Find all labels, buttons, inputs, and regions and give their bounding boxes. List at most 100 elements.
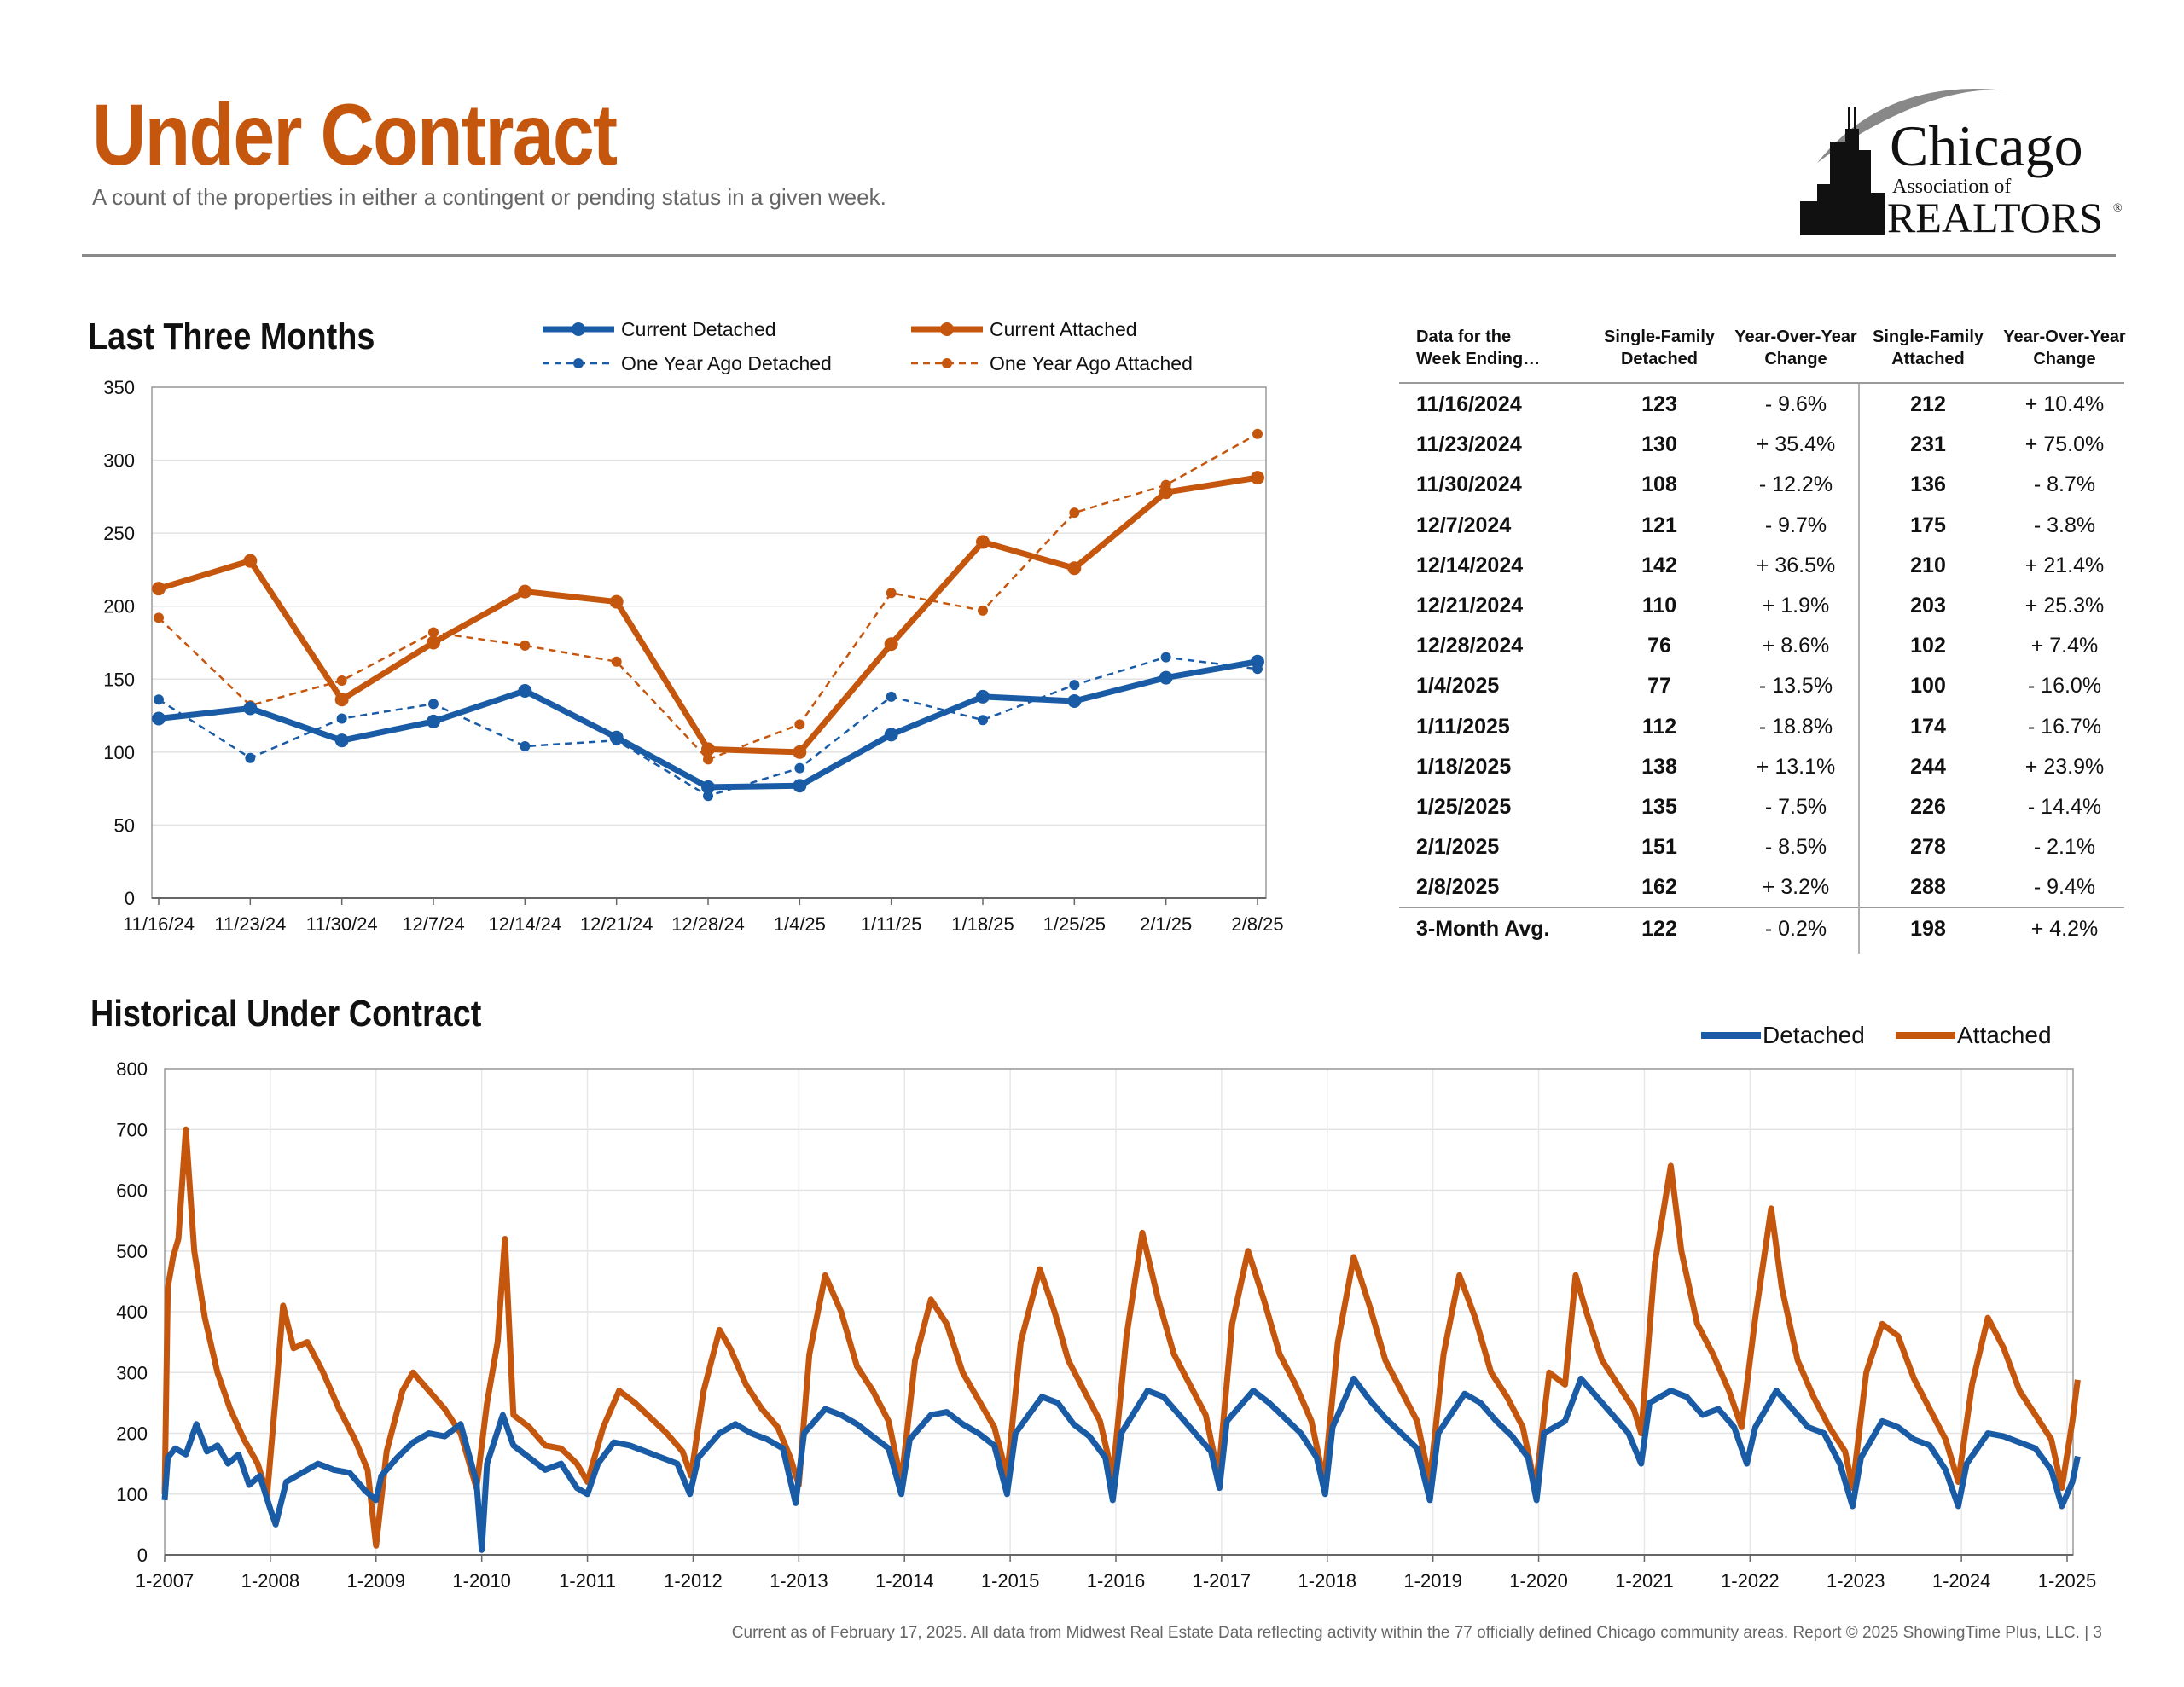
cell-detached-yoy: + 35.4% [1756,432,1836,457]
data-point [1160,652,1171,663]
cell-detached-yoy: + 36.5% [1756,553,1836,577]
data-point [243,701,258,716]
cell-attached-yoy: - 16.0% [2027,674,2102,699]
logo-word-association: Association of [1892,176,2011,198]
footer-note: Current as of February 17, 2025. All dat… [731,1624,2102,1642]
cell-attached: 288 [1910,875,1946,900]
data-point [520,640,531,651]
y-tick-label: 400 [116,1301,148,1323]
cell-detached: 76 [1647,634,1671,658]
data-point [518,683,532,698]
legend-label: Current Detached [621,318,776,340]
table-row: 11/16/2024 123 - 9.6% 212 + 10.4% [1399,384,2124,424]
data-point [701,780,715,794]
data-point [978,605,988,616]
x-tick-label: 1/18/25 [951,913,1014,935]
x-tick-label: 12/28/24 [671,913,745,935]
cell-attached-yoy: - 14.4% [2027,794,2102,819]
cell-detached-yoy: - 9.6% [1764,392,1827,416]
legend-marker [572,322,585,336]
y-tick-label: 300 [116,1362,148,1383]
data-point [1069,680,1080,691]
logo-arc [1817,89,2005,163]
y-tick-label: 700 [116,1119,148,1140]
data-point [1251,471,1264,485]
cell-week: 2/1/2025 [1416,835,1500,860]
data-point [703,754,713,765]
x-tick-label: 1-2016 [1087,1570,1146,1591]
cell-attached: 102 [1910,634,1946,658]
x-tick-label: 12/7/24 [402,913,464,935]
cell-detached-yoy: + 13.1% [1756,754,1836,779]
cell-week: 11/23/2024 [1416,432,1522,457]
chicago-realtors-logo: Chicago Association of REALTORS ® [1800,89,2123,241]
y-tick-label: 800 [116,1058,148,1080]
series-line-detached [161,1375,2081,1553]
cell-week: 12/7/2024 [1416,513,1512,537]
legend-label: One Year Ago Detached [621,352,832,374]
logo-registered-mark: ® [2113,202,2123,215]
cell-detached: 151 [1641,835,1677,860]
series-line-current-detached [158,658,1258,791]
legend-label: One Year Ago Attached [990,352,1193,374]
data-point [609,594,624,609]
cell-week: 1/11/2025 [1416,714,1510,739]
x-tick-label: 12/21/24 [580,913,653,935]
cell-attached-yoy: - 2.1% [2033,835,2096,860]
cell-attached-yoy: + 23.9% [2024,754,2105,779]
cell-detached: 135 [1641,794,1677,819]
x-tick-label: 2/1/25 [1140,913,1192,935]
cell-week: 11/16/2024 [1416,392,1522,416]
cell-detached: 142 [1641,553,1677,577]
table-body: 11/16/2024 123- 9.6% 212 + 10.4% 11/23/2024 1… [1399,384,2124,907]
cell-attached-yoy: + 25.3% [2024,593,2105,617]
cell-detached-yoy: + 3.2% [1762,875,1830,900]
page-subtitle: A count of the properties in either a co… [92,184,886,210]
avg-detached-yoy: - 0.2% [1764,917,1827,942]
data-point [701,742,715,757]
cell-detached: 121 [1641,513,1677,537]
x-tick-label: 1-2007 [136,1570,195,1591]
y-tick-label: 500 [116,1241,148,1262]
data-point [152,711,166,726]
legend-marker [573,358,584,368]
x-tick-label: 1/4/25 [774,913,826,935]
header-yoy-detached: Year-Over-Year Change [1734,328,1857,368]
cell-attached-yoy: - 3.8% [2033,513,2096,537]
cell-attached-yoy: - 9.4% [2033,875,2096,900]
table-row: 12/14/2024 142 + 36.5% 210 + 21.4% [1399,545,2124,585]
data-point [1067,693,1082,708]
cell-week: 12/28/2024 [1416,634,1524,658]
cell-detached-yoy: - 12.2% [1758,472,1833,497]
recent-weeks-line-chart: 0 50 100 150 200 250 300 350 11/16/24 11/23/24 11/… [103,318,1283,935]
cell-detached: 130 [1641,432,1677,457]
cell-detached: 112 [1641,714,1677,739]
data-point [518,584,532,599]
weekly-data-table: Data for the Week Ending… Single-Family De… [1399,322,2126,953]
data-point [154,612,164,623]
cell-attached: 278 [1910,835,1946,860]
x-tick-label: 1-2010 [452,1570,511,1591]
data-point [884,728,898,742]
logo-word-realtors: REALTORS [1887,194,2103,241]
cell-attached: 174 [1910,714,1946,739]
data-point [1067,561,1082,576]
data-point [794,719,805,730]
cell-attached-yoy: - 16.7% [2027,714,2102,739]
avg-label: 3-Month Avg. [1416,917,1550,942]
cell-week: 1/25/2025 [1416,794,1512,819]
series-line-one-year-ago-detached [158,656,1258,797]
data-point [609,730,624,745]
y-tick-label: 50 [114,815,135,836]
x-tick-label: 12/14/24 [489,913,562,935]
x-tick-label: 1-2013 [770,1570,828,1591]
table-row-average: 3-Month Avg. 122 - 0.2% 198 + 4.2% [1399,907,2124,953]
x-tick-label: 1-2015 [981,1570,1040,1591]
cell-attached-yoy: + 10.4% [2024,392,2105,416]
y-tick-label: 250 [103,523,135,544]
table-row: 12/7/2024 121 - 9.7% 175 - 3.8% [1399,505,2124,545]
x-tick-label: 1-2011 [559,1570,616,1591]
table-row: 1/4/2025 77 - 13.5% 100 - 16.0% [1399,665,2124,705]
cell-week: 11/30/2024 [1416,472,1522,497]
y-tick-label: 200 [116,1423,148,1445]
